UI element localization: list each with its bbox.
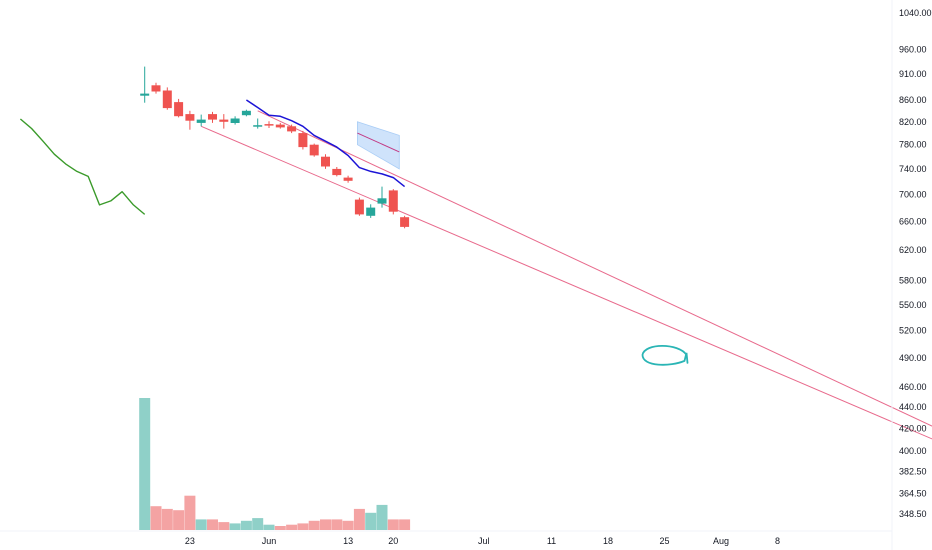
volume-bar [353, 508, 365, 530]
price-tick-label: 1040.00 [899, 8, 932, 18]
price-tick-label: 440.00 [899, 402, 927, 412]
volume-bar [297, 523, 309, 530]
candle-body [253, 125, 263, 127]
candle-body [140, 93, 150, 96]
volume-bar [286, 524, 298, 530]
volume-bar [376, 504, 388, 530]
price-tick-label: 660.00 [899, 216, 927, 226]
volume-bar [184, 495, 196, 530]
candle-body [354, 199, 364, 215]
candle-body [343, 177, 353, 181]
volume-bar [161, 508, 173, 530]
time-tick-label: Jun [262, 536, 277, 546]
time-tick-label: Jul [478, 536, 490, 546]
volume-bar [263, 524, 275, 530]
candle-body [185, 114, 195, 121]
volume-bar [229, 523, 241, 530]
volume-bar [252, 518, 264, 530]
time-tick-label: 25 [659, 536, 669, 546]
price-tick-label: 420.00 [899, 424, 927, 434]
price-tick-label: 620.00 [899, 245, 927, 255]
time-tick-label: 18 [603, 536, 613, 546]
volume-bar [150, 506, 162, 530]
candle-body [174, 102, 184, 117]
time-tick-label: Aug [713, 536, 729, 546]
volume-bar [195, 519, 207, 530]
price-tick-label: 550.00 [899, 300, 927, 310]
price-tick-label: 364.50 [899, 488, 927, 498]
price-tick-label: 348.50 [899, 509, 927, 519]
candle-body [287, 126, 297, 132]
candle-body [151, 85, 161, 92]
candle-body [219, 119, 229, 122]
candle-body [208, 114, 217, 120]
candle-body [321, 156, 330, 167]
candle-body [230, 118, 240, 123]
price-tick-label: 490.00 [899, 353, 927, 363]
candle-body [400, 217, 410, 227]
price-tick-label: 860.00 [899, 95, 927, 105]
time-tick-label: 23 [185, 536, 195, 546]
price-tick-label: 400.00 [899, 446, 927, 456]
price-tick-label: 740.00 [899, 164, 927, 174]
price-axis[interactable]: 1040.00 960.00 910.00 860.00 820.00 780.00 740… [891, 0, 932, 550]
candle-body [298, 133, 308, 148]
price-tick-label: 460.00 [899, 382, 927, 392]
time-tick-label: 8 [775, 536, 780, 546]
price-tick-label: 382.50 [899, 466, 927, 476]
moving-average-line [245, 99, 406, 188]
volume-bar [320, 519, 331, 530]
volume-bar [240, 520, 252, 530]
forecast-area[interactable] [356, 121, 400, 170]
circle-drawing[interactable] [641, 344, 689, 366]
volume-bar [342, 520, 354, 530]
candle-body [275, 124, 285, 128]
volume-bars [139, 398, 411, 530]
moving-average-series [245, 99, 406, 188]
price-tick-label: 520.00 [899, 326, 927, 336]
price-tick-label: 580.00 [899, 276, 927, 286]
price-tick-label: 780.00 [899, 140, 927, 150]
price-tick-label: 910.00 [899, 69, 927, 79]
circle-annotation[interactable] [641, 344, 689, 366]
green-line [19, 118, 146, 215]
candle-body [377, 198, 387, 204]
forecast-box[interactable] [356, 121, 400, 170]
time-tick-label: 20 [388, 536, 398, 546]
volume-bar [387, 519, 399, 530]
candle-body [366, 207, 376, 216]
price-tick-label: 700.00 [899, 189, 927, 199]
candle-body [264, 124, 274, 126]
forecast-midline [357, 132, 400, 153]
price-tick-label: 820.00 [899, 117, 927, 127]
candle-body [309, 144, 319, 156]
time-tick-label: 13 [343, 536, 353, 546]
candlestick-series [140, 66, 410, 229]
candle-body [388, 190, 398, 212]
volume-bar [139, 398, 151, 530]
volume-bar [308, 520, 320, 530]
volume-bar [218, 522, 230, 530]
price-tick-label: 960.00 [899, 45, 927, 55]
time-tick-label: 11 [547, 536, 556, 546]
volume-bar [399, 519, 411, 530]
trend-line[interactable] [257, 110, 932, 465]
green-line-series [19, 118, 146, 215]
candle-body [196, 119, 206, 123]
volume-bar [331, 519, 343, 530]
time-axis[interactable]: 23 Jun 13 20 Jul 11 18 25 Aug 8 [0, 530, 892, 546]
volume-bar [274, 526, 286, 530]
volume-bar [365, 512, 377, 530]
volume-bar [173, 510, 185, 530]
volume-bar [207, 519, 218, 530]
candle-body [162, 90, 172, 109]
candle-body [332, 168, 342, 176]
candle-body [241, 110, 251, 116]
trend-line[interactable] [201, 125, 932, 474]
trend-lines[interactable] [201, 110, 932, 475]
